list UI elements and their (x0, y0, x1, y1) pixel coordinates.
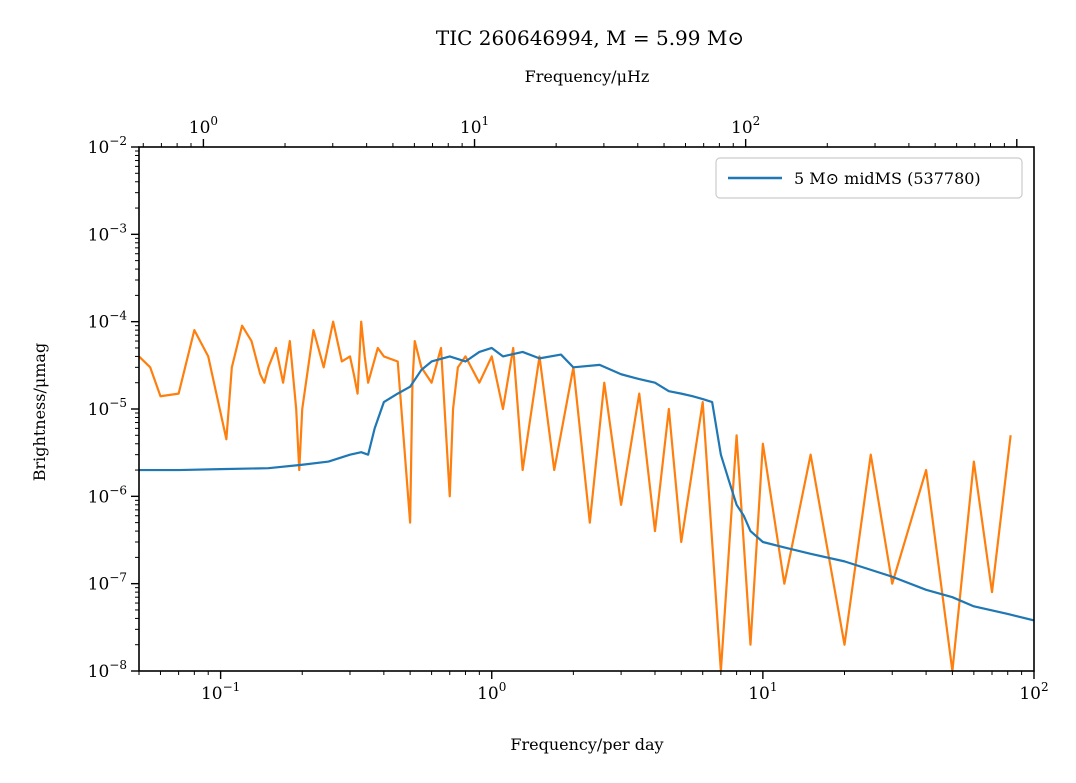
y-tick-label: 10−8 (88, 658, 127, 682)
series-layer (139, 320, 1034, 671)
x-tick-label: 101 (748, 680, 777, 704)
x-tick-label: 102 (1019, 680, 1048, 704)
legend-label: 5 M⊙ midMS (537780) (794, 169, 981, 188)
plot-frame (138, 146, 1035, 672)
y-axis-label: Brightness/μmag (30, 343, 49, 481)
y-tick-label: 10−5 (88, 396, 127, 420)
top-axis-tick-label: 100 (189, 114, 218, 138)
legend-box (715, 157, 1023, 199)
x-tick-label: 10−1 (201, 680, 240, 704)
chart-title: TIC 260646994, M = 5.99 M⊙ (436, 26, 744, 50)
tick-layer: 10−1 100 101 102 100 101 102 10−8 10−7 10−6 10−5 10… (88, 114, 1049, 704)
y-tick-label: 10−4 (88, 309, 128, 333)
y-tick-label: 10−3 (88, 221, 127, 245)
x-tick-label: 100 (477, 680, 506, 704)
x-axis-label: Frequency/per day (510, 735, 663, 754)
top-axis-tick-label: 102 (731, 114, 760, 138)
top-axis-tick-label: 101 (460, 114, 489, 138)
y-tick-label: 10−6 (88, 483, 127, 507)
top-axis-label: Frequency/μHz (525, 67, 650, 86)
legend: 5 M⊙ midMS (537780) (715, 157, 1023, 199)
series-line-model (139, 346, 1034, 622)
y-tick-label: 10−2 (88, 134, 127, 158)
y-tick-label: 10−7 (88, 571, 127, 595)
series-line-observed (139, 320, 1012, 671)
